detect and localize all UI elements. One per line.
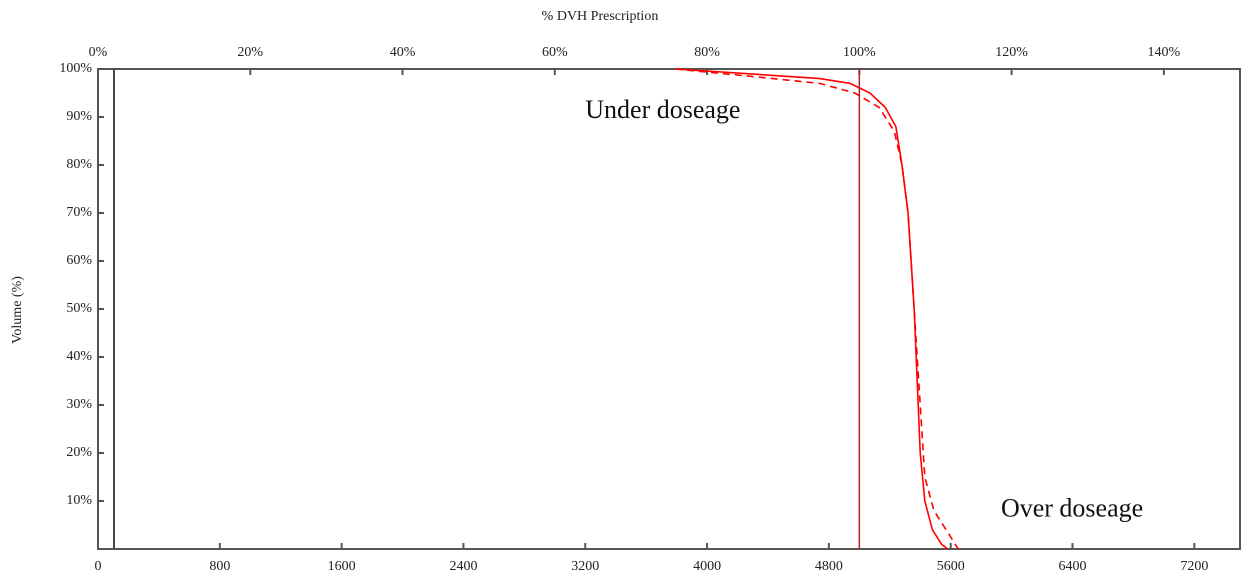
x2-tick-label: 60% bbox=[542, 45, 568, 60]
x-tick-label: 2400 bbox=[449, 559, 477, 574]
dvh-line bbox=[675, 68, 949, 550]
x2-axis-label: % DVH Prescription bbox=[542, 9, 659, 24]
x-tick-label: 4800 bbox=[815, 559, 843, 574]
y-tick-label: 40% bbox=[66, 349, 92, 364]
x2-tick-label: 100% bbox=[843, 45, 876, 60]
y-tick-label: 20% bbox=[66, 445, 92, 460]
y-tick-label: 30% bbox=[66, 397, 92, 412]
annotation: Under doseage bbox=[585, 95, 740, 124]
dvh-line bbox=[675, 68, 959, 550]
x-tick-label: 3200 bbox=[571, 559, 599, 574]
x2-tick-label: 120% bbox=[995, 45, 1028, 60]
x-tick-label: 800 bbox=[209, 559, 230, 574]
x2-tick-label: 40% bbox=[390, 45, 416, 60]
x-tick-label: 1600 bbox=[328, 559, 356, 574]
y-tick-label: 10% bbox=[66, 493, 92, 508]
x2-tick-label: 80% bbox=[694, 45, 720, 60]
x-tick-label: 7200 bbox=[1180, 559, 1208, 574]
x-tick-label: 0 bbox=[95, 559, 102, 574]
y-tick-label: 100% bbox=[59, 61, 92, 76]
y-axis-label: Volume (%) bbox=[10, 276, 25, 344]
plot-frame bbox=[97, 68, 1241, 550]
x-tick-label: 4000 bbox=[693, 559, 721, 574]
x2-tick-label: 0% bbox=[89, 45, 108, 60]
annotation: Over doseage bbox=[1001, 494, 1143, 523]
x-tick-label: 5600 bbox=[937, 559, 965, 574]
x-tick-label: 6400 bbox=[1059, 559, 1087, 574]
y-tick-label: 50% bbox=[66, 301, 92, 316]
y-tick-label: 90% bbox=[66, 109, 92, 124]
x2-tick-label: 20% bbox=[237, 45, 263, 60]
y-tick-label: 70% bbox=[66, 205, 92, 220]
x2-tick-label: 140% bbox=[1148, 45, 1181, 60]
y-tick-label: 60% bbox=[66, 253, 92, 268]
y-tick-label: 80% bbox=[66, 157, 92, 172]
